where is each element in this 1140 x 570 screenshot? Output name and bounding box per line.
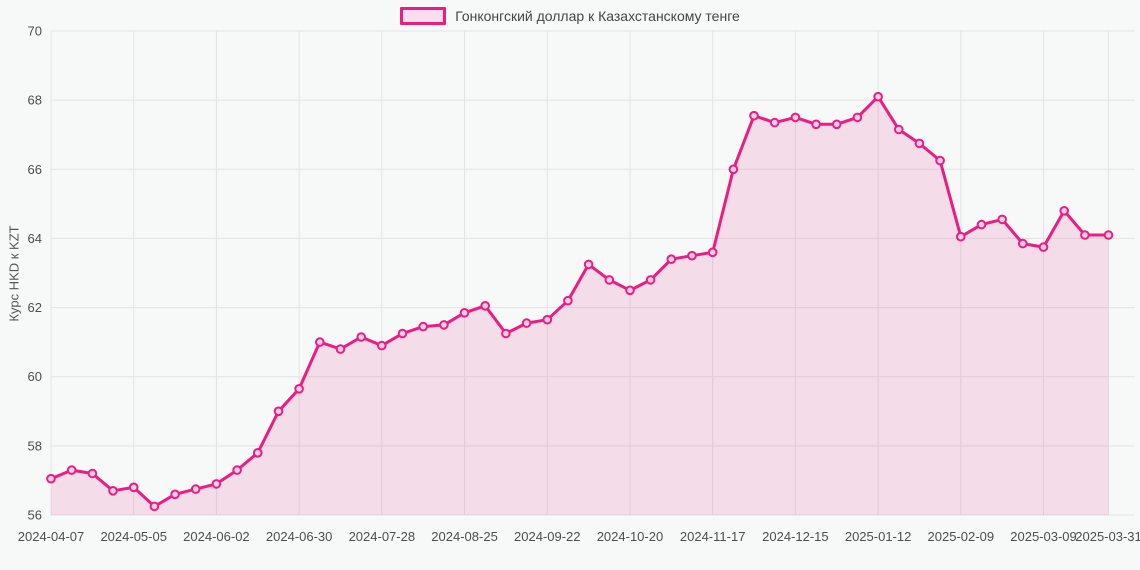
x-tick-label: 2025-01-12 xyxy=(845,529,912,544)
data-point[interactable] xyxy=(273,406,284,417)
y-tick-label: 58 xyxy=(28,438,42,453)
data-point[interactable] xyxy=(108,486,118,496)
data-point[interactable] xyxy=(190,484,201,494)
data-point[interactable] xyxy=(707,247,718,258)
data-point[interactable] xyxy=(1038,242,1049,252)
x-tick-label: 2024-08-25 xyxy=(431,529,498,544)
data-point[interactable] xyxy=(418,321,429,332)
data-point[interactable] xyxy=(1103,230,1114,240)
data-point[interactable] xyxy=(956,231,966,242)
data-point[interactable] xyxy=(894,124,904,135)
y-tick-label: 68 xyxy=(28,93,42,108)
legend-swatch xyxy=(400,7,447,25)
data-point[interactable] xyxy=(625,285,635,296)
legend[interactable]: Гонконгский доллар к Казахстанскому тенг… xyxy=(0,7,1140,25)
data-point[interactable] xyxy=(397,328,408,339)
data-point[interactable] xyxy=(563,295,573,306)
data-point[interactable] xyxy=(232,465,242,475)
data-point[interactable] xyxy=(976,219,987,230)
y-tick-label: 66 xyxy=(28,162,42,177)
data-point[interactable] xyxy=(769,117,780,128)
data-point[interactable] xyxy=(831,119,842,130)
y-tick-label: 64 xyxy=(28,231,42,246)
data-point[interactable] xyxy=(66,465,77,475)
x-tick-label: 2024-06-02 xyxy=(183,529,250,544)
data-point[interactable] xyxy=(377,340,387,351)
data-point[interactable] xyxy=(170,489,180,500)
data-point[interactable] xyxy=(1059,206,1069,216)
data-point[interactable] xyxy=(315,337,325,347)
data-point[interactable] xyxy=(645,275,656,285)
x-tick-label: 2024-12-15 xyxy=(762,529,829,544)
x-tick-label: 2025-03-31 xyxy=(1075,529,1140,544)
data-point[interactable] xyxy=(873,91,883,102)
data-point[interactable] xyxy=(997,214,1008,225)
y-tick-label: 60 xyxy=(28,369,42,384)
data-point[interactable] xyxy=(252,448,263,458)
series-area xyxy=(51,96,1109,515)
series-line xyxy=(49,95,1110,508)
data-point[interactable] xyxy=(356,332,367,342)
data-point[interactable] xyxy=(666,254,677,265)
x-tick-label: 2024-07-28 xyxy=(349,529,416,544)
data-point[interactable] xyxy=(749,110,759,121)
x-tick-label: 2024-09-22 xyxy=(514,529,581,544)
x-tick-label: 2024-10-20 xyxy=(597,529,664,544)
y-tick-label: 56 xyxy=(28,508,42,523)
y-tick-label: 62 xyxy=(28,300,42,315)
x-tick-label: 2024-05-05 xyxy=(100,529,167,544)
x-tick-label: 2025-03-09 xyxy=(1010,529,1077,544)
data-point[interactable] xyxy=(604,275,615,285)
data-point[interactable] xyxy=(87,468,98,479)
data-point[interactable] xyxy=(1080,230,1090,240)
x-tick-label: 2024-06-30 xyxy=(266,529,333,544)
data-point[interactable] xyxy=(583,259,594,270)
x-tick-label: 2024-11-17 xyxy=(680,529,746,544)
data-point[interactable] xyxy=(294,384,304,394)
data-point[interactable] xyxy=(521,318,532,328)
data-point[interactable] xyxy=(439,320,449,330)
data-point[interactable] xyxy=(728,164,739,175)
data-point[interactable] xyxy=(935,155,945,166)
data-point[interactable] xyxy=(790,112,801,123)
x-tick-label: 2024-04-07 xyxy=(18,529,85,544)
data-point[interactable] xyxy=(211,479,222,489)
data-point[interactable] xyxy=(1018,238,1028,249)
legend-label: Гонконгский доллар к Казахстанскому тенг… xyxy=(455,8,740,24)
y-tick-label: 70 xyxy=(28,24,42,39)
data-point[interactable] xyxy=(852,112,863,123)
data-point[interactable] xyxy=(542,314,553,325)
data-point[interactable] xyxy=(149,501,160,512)
data-point[interactable] xyxy=(811,119,821,130)
data-point[interactable] xyxy=(914,138,925,149)
x-tick-label: 2025-02-09 xyxy=(928,529,995,544)
data-point[interactable] xyxy=(128,482,139,493)
data-point[interactable] xyxy=(335,344,346,354)
data-point[interactable] xyxy=(459,308,470,318)
data-point[interactable] xyxy=(501,328,511,339)
data-point[interactable] xyxy=(480,301,491,311)
data-point[interactable] xyxy=(687,250,697,261)
data-point[interactable] xyxy=(46,473,56,484)
